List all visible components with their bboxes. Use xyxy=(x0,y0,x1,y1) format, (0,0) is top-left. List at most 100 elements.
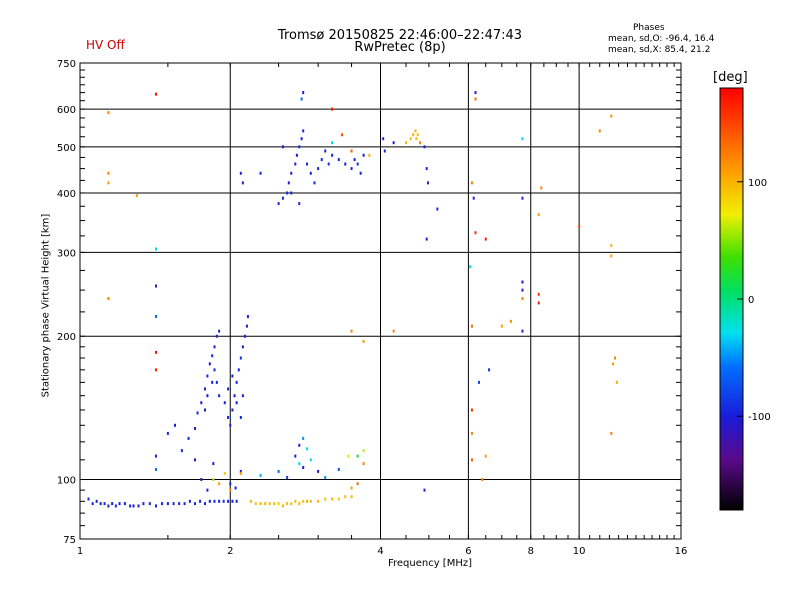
data-point xyxy=(107,297,110,301)
data-point xyxy=(277,202,280,206)
data-point xyxy=(521,137,524,141)
data-point xyxy=(409,137,412,141)
data-point xyxy=(249,499,252,503)
data-point xyxy=(470,181,473,185)
data-point xyxy=(218,329,221,333)
data-point xyxy=(107,181,110,185)
data-point xyxy=(405,141,408,145)
data-point xyxy=(212,462,215,466)
data-point xyxy=(317,499,320,503)
data-point xyxy=(286,191,289,195)
data-point xyxy=(344,495,347,499)
data-point xyxy=(613,356,616,360)
data-point xyxy=(286,502,289,506)
data-point xyxy=(610,114,613,118)
data-point xyxy=(324,475,327,479)
data-point xyxy=(211,354,214,358)
data-point xyxy=(218,482,221,486)
data-point xyxy=(231,408,234,412)
data-point xyxy=(123,502,126,506)
y-tick-label: 75 xyxy=(63,535,76,546)
data-point xyxy=(412,133,415,137)
data-point xyxy=(142,502,145,506)
data-point xyxy=(362,153,365,157)
data-point xyxy=(419,141,422,145)
data-point xyxy=(356,454,359,458)
data-point xyxy=(91,502,94,506)
data-point xyxy=(521,297,524,301)
data-point xyxy=(362,339,365,343)
data-point xyxy=(229,488,232,492)
data-point xyxy=(215,380,218,384)
data-point xyxy=(477,380,480,384)
data-point xyxy=(290,171,293,175)
x-tick-label: 16 xyxy=(675,546,688,557)
data-point xyxy=(199,499,202,503)
data-point xyxy=(414,129,417,133)
data-point xyxy=(474,97,477,101)
data-point xyxy=(350,149,353,153)
data-point xyxy=(474,231,477,235)
data-point xyxy=(173,423,176,427)
data-point xyxy=(180,449,183,453)
y-tick-label: 600 xyxy=(57,105,76,116)
phases-heading: Phases xyxy=(633,23,665,33)
colorbar-tick-label: 100 xyxy=(748,178,767,189)
data-point xyxy=(337,158,340,162)
data-point xyxy=(200,478,203,482)
data-point xyxy=(235,401,238,405)
data-point xyxy=(436,207,439,211)
data-point xyxy=(246,315,249,319)
data-point xyxy=(223,401,226,405)
data-point xyxy=(382,137,385,141)
chart-subtitle: RwPretec (8p) xyxy=(354,40,446,55)
data-point xyxy=(188,499,191,503)
data-point xyxy=(259,473,262,477)
data-point xyxy=(294,162,297,166)
data-point xyxy=(298,502,301,506)
data-point xyxy=(178,502,181,506)
data-point xyxy=(114,504,117,508)
data-point xyxy=(129,504,132,508)
data-point xyxy=(324,497,327,501)
data-point xyxy=(350,329,353,333)
data-point xyxy=(313,181,316,185)
data-points xyxy=(87,91,618,508)
data-point xyxy=(425,167,428,171)
data-point xyxy=(215,334,218,338)
data-point xyxy=(135,194,138,198)
data-point xyxy=(610,431,613,435)
data-point xyxy=(470,458,473,462)
data-point xyxy=(425,237,428,241)
data-point xyxy=(155,350,158,354)
x-axis-label: Frequency [MHz] xyxy=(387,558,473,569)
data-point xyxy=(331,497,334,501)
data-point xyxy=(298,145,301,149)
data-point xyxy=(137,504,140,508)
data-point xyxy=(111,502,114,506)
data-point xyxy=(368,153,371,157)
data-point xyxy=(350,167,353,171)
data-point xyxy=(155,284,158,288)
data-point xyxy=(155,504,158,508)
data-point xyxy=(290,502,293,506)
data-point xyxy=(290,191,293,195)
data-point xyxy=(148,502,151,506)
data-point xyxy=(353,158,356,162)
data-point xyxy=(172,502,175,506)
data-point xyxy=(337,467,340,471)
data-point xyxy=(540,186,543,190)
data-point xyxy=(521,196,524,200)
y-tick-label: 200 xyxy=(57,332,76,343)
data-point xyxy=(277,502,280,506)
colorbar-tick-label: 0 xyxy=(748,295,754,306)
data-point xyxy=(132,504,135,508)
data-point xyxy=(194,458,197,462)
data-point xyxy=(470,408,473,412)
data-point xyxy=(331,107,334,111)
data-point xyxy=(317,167,320,171)
data-point xyxy=(484,454,487,458)
data-point xyxy=(239,171,242,175)
data-point xyxy=(350,486,353,490)
data-point xyxy=(610,254,613,258)
